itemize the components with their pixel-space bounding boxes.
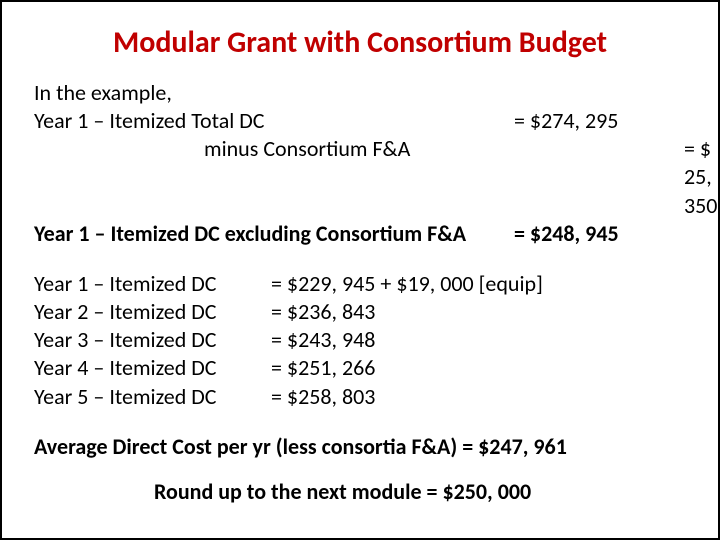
summary-value: = $248, 945: [514, 220, 686, 248]
summary-label: Year 1 – Itemized Total DC: [34, 107, 514, 135]
year-value: = $251, 266: [271, 354, 375, 381]
years-block: Year 1 – Itemized DC = $229, 945 + $19, …: [34, 270, 686, 411]
year-value: = $258, 803: [271, 383, 375, 410]
summary-row: Year 1 – Itemized Total DC = $274, 295: [34, 107, 686, 135]
round-line: Round up to the next module = $250, 000: [34, 478, 686, 505]
year-label: Year 4 – Itemized DC: [34, 354, 266, 382]
summary-label: Year 1 – Itemized DC excluding Consortiu…: [34, 220, 514, 248]
summary-value: = $274, 295: [514, 107, 686, 135]
year-value: = $243, 948: [271, 326, 375, 353]
average-line: Average Direct Cost per yr (less consort…: [34, 433, 686, 460]
year-row: Year 3 – Itemized DC = $243, 948: [34, 326, 686, 354]
year-label: Year 1 – Itemized DC: [34, 270, 266, 298]
summary-value: = $ 25, 350: [684, 135, 717, 219]
year-value: = $236, 843: [271, 298, 375, 325]
year-label: Year 5 – Itemized DC: [34, 383, 266, 411]
year-row: Year 2 – Itemized DC = $236, 843: [34, 298, 686, 326]
slide-title: Modular Grant with Consortium Budget: [34, 24, 686, 61]
year-row: Year 4 – Itemized DC = $251, 266: [34, 354, 686, 382]
summary-block: In the example, Year 1 – Itemized Total …: [34, 79, 686, 248]
year-row: Year 5 – Itemized DC = $258, 803: [34, 383, 686, 411]
year-label: Year 3 – Itemized DC: [34, 326, 266, 354]
year-label: Year 2 – Itemized DC: [34, 298, 266, 326]
summary-row: Year 1 – Itemized DC excluding Consortiu…: [34, 220, 686, 248]
year-value: = $229, 945 + $19, 000 [equip]: [271, 270, 543, 297]
summary-row: minus Consortium F&A = $ 25, 350: [34, 135, 686, 219]
slide-frame: Modular Grant with Consortium Budget In …: [0, 0, 720, 540]
year-row: Year 1 – Itemized DC = $229, 945 + $19, …: [34, 270, 686, 298]
intro-text: In the example,: [34, 79, 686, 107]
summary-label: minus Consortium F&A: [34, 135, 684, 219]
